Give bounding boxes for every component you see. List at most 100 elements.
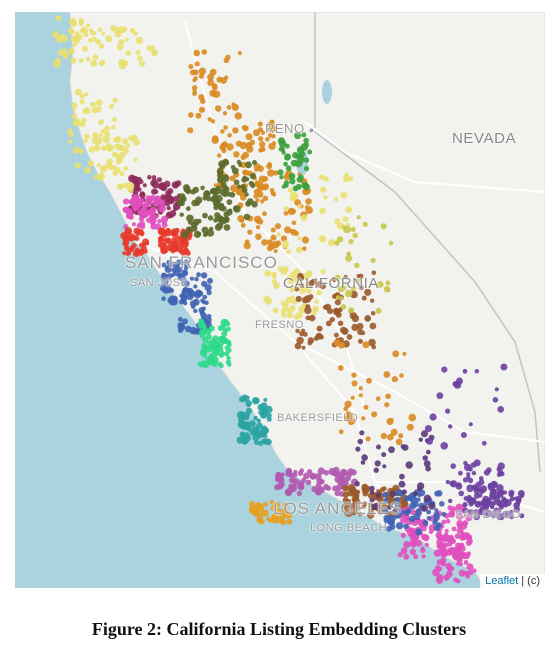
listing-point	[463, 496, 469, 501]
listing-point	[241, 125, 247, 130]
listing-point	[163, 282, 168, 288]
listing-point	[300, 214, 308, 222]
listing-point	[498, 489, 505, 496]
listing-point	[135, 230, 141, 236]
listing-point	[219, 162, 226, 170]
listing-point	[418, 437, 423, 442]
listing-point	[378, 497, 383, 502]
roads	[134, 21, 545, 523]
listing-point	[465, 514, 473, 522]
listing-point	[246, 145, 254, 153]
listing-point	[253, 194, 258, 199]
listing-point	[160, 247, 168, 255]
listing-point	[270, 227, 276, 233]
listing-points	[52, 15, 525, 584]
listing-point	[269, 499, 275, 505]
listing-point	[424, 542, 429, 547]
listing-point	[352, 232, 358, 239]
listing-point	[165, 229, 173, 237]
listing-point	[303, 166, 310, 172]
listing-point	[55, 15, 62, 22]
listing-point	[116, 43, 124, 51]
listing-point	[74, 162, 82, 169]
listing-point	[263, 397, 268, 402]
listing-point	[415, 539, 423, 547]
listing-point	[161, 272, 166, 277]
listing-point	[128, 233, 135, 240]
map-view[interactable]: RENO ● NEVADA SAN FRANCISCO CALIFORNIA S…	[15, 12, 545, 588]
listing-point	[175, 180, 182, 187]
listing-point	[127, 186, 134, 193]
listing-point	[192, 186, 199, 194]
listing-point	[436, 538, 444, 546]
listing-point	[72, 106, 77, 112]
listing-point	[319, 207, 326, 215]
listing-point	[468, 467, 473, 472]
listing-point	[354, 481, 360, 487]
listing-point	[200, 298, 205, 303]
listing-point	[307, 149, 313, 155]
listing-point	[281, 184, 287, 189]
listing-point	[278, 482, 285, 488]
listing-point	[223, 224, 231, 231]
listing-point	[171, 232, 176, 237]
listing-point	[255, 225, 261, 230]
listing-point	[142, 238, 150, 246]
listing-point	[129, 27, 136, 34]
listing-point	[57, 49, 65, 56]
leaflet-link[interactable]: Leaflet	[485, 575, 519, 587]
listing-point	[410, 509, 417, 516]
listing-point	[436, 575, 441, 580]
listing-point	[497, 462, 505, 470]
listing-point	[202, 232, 208, 238]
listing-point	[291, 220, 297, 226]
listing-point	[290, 295, 295, 300]
listing-point	[261, 239, 268, 246]
listing-point	[283, 302, 289, 309]
listing-point	[464, 570, 469, 576]
listing-point	[191, 85, 198, 91]
listing-point	[335, 295, 341, 300]
listing-point	[198, 318, 203, 323]
listing-point	[433, 514, 440, 521]
listing-point	[458, 470, 463, 476]
listing-point	[291, 192, 299, 200]
listing-point	[222, 111, 228, 116]
listing-point	[296, 336, 304, 345]
listing-point	[474, 369, 479, 374]
listing-point	[258, 514, 264, 519]
state-border	[314, 12, 541, 473]
listing-point	[73, 118, 81, 126]
label-san-jose: SAN JOSE	[130, 277, 189, 289]
listing-point	[323, 176, 329, 182]
listing-point	[305, 479, 312, 486]
label-nevada: NEVADA	[452, 130, 517, 147]
listing-point	[358, 393, 363, 398]
listing-point	[213, 217, 218, 223]
listing-point	[350, 285, 357, 292]
listing-point	[307, 469, 313, 475]
listing-point	[343, 225, 351, 234]
listing-point	[333, 307, 340, 315]
listing-point	[299, 151, 306, 158]
listing-point	[420, 546, 425, 551]
listing-point	[182, 287, 190, 294]
listing-point	[156, 177, 162, 183]
listing-point	[226, 199, 233, 206]
listing-point	[248, 180, 254, 187]
listing-point	[258, 410, 263, 415]
listing-point	[328, 239, 335, 247]
map-canvas[interactable]	[15, 12, 545, 588]
attribution-rest: | (c)	[518, 575, 540, 587]
listing-point	[239, 141, 247, 150]
listing-point	[258, 136, 264, 142]
listing-point	[354, 278, 361, 285]
listing-point	[280, 147, 286, 153]
listing-point	[328, 467, 336, 476]
listing-point	[369, 497, 375, 503]
listing-point	[139, 191, 145, 197]
listing-point	[154, 195, 161, 202]
listing-point	[277, 137, 286, 145]
listing-point	[201, 360, 210, 368]
listing-point	[340, 304, 347, 310]
